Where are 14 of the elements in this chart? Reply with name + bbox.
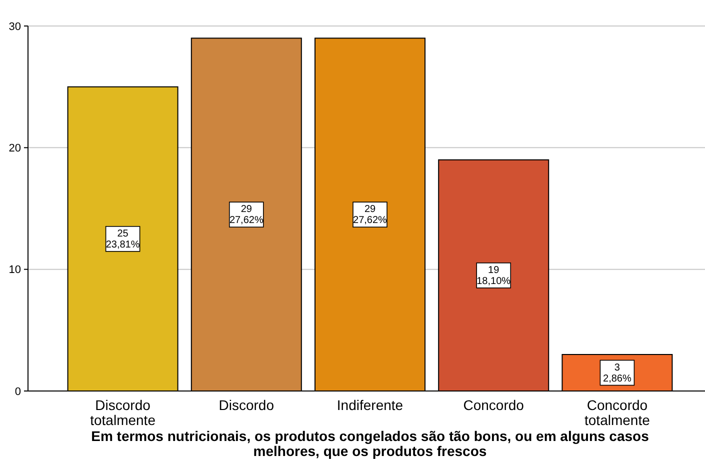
data-label: 29 27,62% <box>353 204 388 226</box>
data-label: 25 23,81% <box>106 228 140 250</box>
x-tick-label: Concordo totalmente <box>584 397 650 428</box>
data-label: 29 27,62% <box>229 204 264 226</box>
y-tick-label: 20 <box>8 142 21 155</box>
x-tick-label: Indiferente <box>336 397 404 413</box>
x-axis-title: Em termos nutricionais, os produtos congelados são tão bons, ou em alguns casos melhores, que os produtos frescos <box>91 428 650 459</box>
x-tick-label: Discordo totalmente <box>90 397 156 428</box>
data-label: 3 2,86% <box>603 362 632 384</box>
y-tick-label: 10 <box>8 264 21 276</box>
x-tick-label: Concordo <box>463 397 524 413</box>
x-tick-label: Discordo <box>218 397 274 413</box>
y-tick-label: 30 <box>8 20 21 33</box>
y-tick-label: 0 <box>14 386 21 398</box>
